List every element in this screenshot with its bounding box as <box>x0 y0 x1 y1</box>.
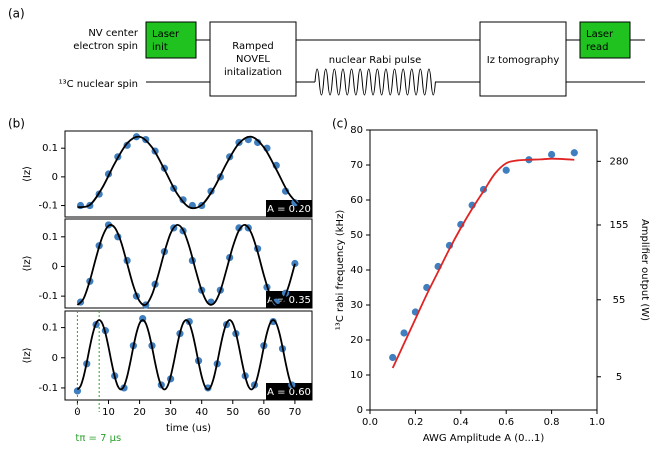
y2-tick-label: 280 <box>609 156 628 167</box>
data-point <box>204 384 212 392</box>
fit-line <box>76 223 296 306</box>
x-tick-label: 10 <box>102 407 115 418</box>
y-tick-label: -0.1 <box>38 383 58 394</box>
data-point <box>389 353 397 362</box>
pulse-diagram: NV center electron spin ¹³C nuclear spin… <box>59 21 645 97</box>
y-tick-label: -0.1 <box>38 291 58 302</box>
plot-frame <box>64 310 313 401</box>
plot-frame <box>64 218 313 309</box>
x-tick-label: 50 <box>226 407 239 418</box>
data-point <box>254 138 262 147</box>
novel-label: initalization <box>224 67 282 78</box>
data-point <box>570 149 578 157</box>
chart: -0.1 0 0.1 A = 0.35 ⟨Iz⟩ <box>22 218 313 309</box>
panel-label: (a) <box>8 7 25 21</box>
data-point <box>269 317 277 326</box>
x-tick-label: 0.2 <box>407 417 423 428</box>
y-tick-label: 30 <box>350 300 363 311</box>
annotation: A = 0.35 <box>267 295 311 306</box>
y-tick-label: 70 <box>350 160 363 171</box>
x-tick-label: 20 <box>133 407 146 418</box>
fit-line <box>77 135 302 210</box>
annotation-box <box>266 200 312 217</box>
y-tick-label: 0 <box>357 405 363 416</box>
data-point <box>548 150 556 159</box>
y-tick-label: 0.1 <box>42 232 58 243</box>
annotation-box <box>266 383 312 400</box>
tomography-label: Iz tomography <box>487 55 560 66</box>
y2-tick-label: 5 <box>616 372 622 383</box>
y-tick-label: 0.1 <box>42 143 58 154</box>
y-tick-label: 10 <box>350 370 363 381</box>
x-axis-label: AWG Amplitude A (0...1) <box>423 433 545 444</box>
y-axis-label: ⟨Iz⟩ <box>22 347 33 363</box>
y2-tick-label: 155 <box>609 220 628 231</box>
fit-line <box>391 157 575 369</box>
laser-init-box <box>145 21 197 59</box>
x-tick-label: 60 <box>257 407 270 418</box>
x-tick-label: 0 <box>74 407 80 418</box>
nv-label: electron spin <box>73 41 138 52</box>
chart: -0.1 0 0.1 0 10 20 30 40 50 60 70 tπ = 7 μs A = 0.60… <box>22 310 313 444</box>
x-tick-label: 0.6 <box>498 417 514 428</box>
data-point <box>400 329 408 337</box>
data-point <box>235 224 243 232</box>
novel-label: NOVEL <box>236 54 270 65</box>
x-tick-label: 0.0 <box>362 417 378 428</box>
rabi-pulse-label: nuclear Rabi pulse <box>329 55 422 66</box>
data-point <box>291 259 299 268</box>
rabi-pulse-wave <box>314 68 436 96</box>
data-point <box>291 199 299 207</box>
x-tick-label: 70 <box>289 407 302 418</box>
chart: -0.1 0 0.1 A = 0.20 ⟨Iz⟩ <box>22 130 313 218</box>
laser-read-label: read <box>586 42 609 53</box>
plot-frame <box>64 130 313 218</box>
annotation: A = 0.60 <box>267 387 311 398</box>
y-tick-label: 0 <box>52 172 58 183</box>
fit-line <box>76 319 296 391</box>
y2-tick-label: 55 <box>613 295 626 306</box>
marker-label: tπ = 7 μs <box>75 433 121 444</box>
x-tick-label: 30 <box>164 407 177 418</box>
x-tick-label: 0.4 <box>453 417 469 428</box>
y-axis-label: ¹³C rabi frequency (kHz) <box>335 210 346 331</box>
y-tick-label: 20 <box>350 335 363 346</box>
y-tick-label: 0 <box>52 261 58 272</box>
y-axis-label: ⟨Iz⟩ <box>22 255 33 271</box>
laser-read-label: Laser <box>586 29 614 40</box>
x-axis-label: time (us) <box>166 423 211 434</box>
y-tick-label: 0.1 <box>42 323 58 334</box>
y-tick-label: 50 <box>350 230 363 241</box>
data-point <box>502 166 510 174</box>
y-tick-label: 60 <box>350 195 363 206</box>
novel-label: Ramped <box>232 41 273 52</box>
data-point <box>123 141 131 149</box>
laser-init-label: Laser <box>152 29 180 40</box>
panel-label: (b) <box>8 117 25 131</box>
x-tick-label: 0.8 <box>544 417 560 428</box>
novel-box <box>209 21 297 97</box>
x-tick-label: 1.0 <box>589 417 605 428</box>
laser-read-box <box>579 21 631 59</box>
y-axis-label: ⟨Iz⟩ <box>22 166 33 182</box>
plot-frame <box>369 129 598 411</box>
y-tick-label: 40 <box>350 265 363 276</box>
c13-label: ¹³C nuclear spin <box>59 79 138 90</box>
panel-label: (c) <box>332 117 348 131</box>
tomography-box <box>479 21 567 97</box>
y-tick-label: 80 <box>350 125 363 136</box>
y-tick-label: -0.1 <box>38 201 58 212</box>
nv-label: NV center <box>88 28 139 39</box>
laser-init-label: init <box>152 42 168 53</box>
x-tick-label: 40 <box>195 407 208 418</box>
annotation: A = 0.20 <box>267 204 311 215</box>
y2-axis-label: Amplifier output (W) <box>639 219 650 321</box>
y-tick-label: 0 <box>52 353 58 364</box>
